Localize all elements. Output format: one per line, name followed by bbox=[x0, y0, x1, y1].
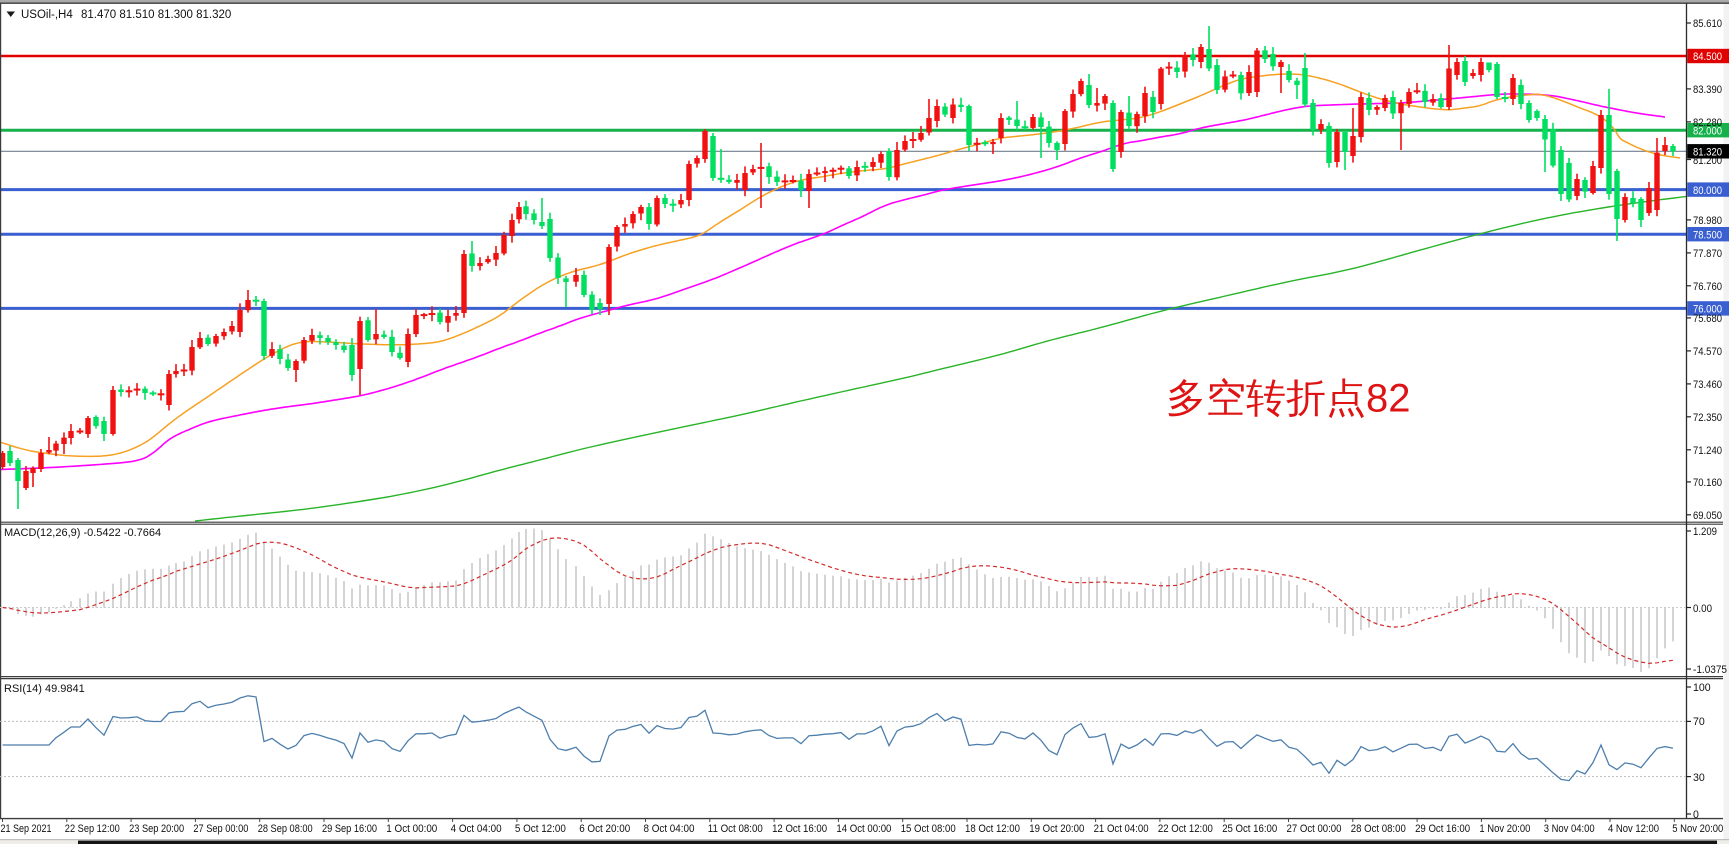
svg-text:80.000: 80.000 bbox=[1693, 185, 1722, 197]
svg-text:6 Oct 20:00: 6 Oct 20:00 bbox=[579, 823, 630, 835]
svg-text:69.050: 69.050 bbox=[1693, 510, 1722, 522]
svg-text:30: 30 bbox=[1693, 772, 1705, 784]
svg-text:12 Oct 16:00: 12 Oct 16:00 bbox=[772, 823, 827, 835]
svg-text:11 Oct 08:00: 11 Oct 08:00 bbox=[708, 823, 763, 835]
svg-text:27 Sep 00:00: 27 Sep 00:00 bbox=[193, 823, 248, 835]
svg-text:15 Oct 08:00: 15 Oct 08:00 bbox=[901, 823, 956, 835]
svg-text:18 Oct 12:00: 18 Oct 12:00 bbox=[965, 823, 1020, 835]
svg-text:73.460: 73.460 bbox=[1693, 379, 1722, 391]
svg-text:5 Nov 20:00: 5 Nov 20:00 bbox=[1672, 823, 1723, 835]
svg-text:0.00: 0.00 bbox=[1693, 603, 1712, 615]
svg-text:78.500: 78.500 bbox=[1693, 229, 1722, 241]
svg-text:5 Oct 12:00: 5 Oct 12:00 bbox=[515, 823, 566, 835]
svg-text:77.870: 77.870 bbox=[1693, 248, 1722, 260]
svg-text:71.240: 71.240 bbox=[1693, 445, 1722, 457]
svg-text:84.500: 84.500 bbox=[1693, 51, 1722, 63]
svg-text:85.610: 85.610 bbox=[1693, 18, 1722, 30]
svg-text:82.280: 82.280 bbox=[1693, 117, 1722, 129]
svg-text:70: 70 bbox=[1693, 716, 1705, 728]
svg-text:72.350: 72.350 bbox=[1693, 412, 1722, 424]
svg-text:8 Oct 04:00: 8 Oct 04:00 bbox=[644, 823, 695, 835]
svg-text:76.760: 76.760 bbox=[1693, 281, 1722, 293]
svg-text:1 Nov 20:00: 1 Nov 20:00 bbox=[1479, 823, 1530, 835]
svg-text:21 Sep 2021: 21 Sep 2021 bbox=[1, 823, 52, 835]
svg-text:RSI(14) 49.9841: RSI(14) 49.9841 bbox=[4, 683, 85, 695]
svg-text:14 Oct 00:00: 14 Oct 00:00 bbox=[836, 823, 891, 835]
svg-text:1 Oct 00:00: 1 Oct 00:00 bbox=[386, 823, 437, 835]
svg-text:70.160: 70.160 bbox=[1693, 477, 1722, 489]
svg-text:25 Oct 16:00: 25 Oct 16:00 bbox=[1222, 823, 1277, 835]
svg-text:82: 82 bbox=[1366, 377, 1411, 421]
svg-text:3 Nov 04:00: 3 Nov 04:00 bbox=[1544, 823, 1595, 835]
svg-text:81.320: 81.320 bbox=[1693, 147, 1722, 159]
svg-text:29 Sep 16:00: 29 Sep 16:00 bbox=[322, 823, 377, 835]
svg-text:100: 100 bbox=[1693, 682, 1711, 694]
svg-text:27 Oct 00:00: 27 Oct 00:00 bbox=[1287, 823, 1342, 835]
svg-text:MACD(12,26,9) -0.5422 -0.7664: MACD(12,26,9) -0.5422 -0.7664 bbox=[4, 527, 161, 539]
svg-text:29 Oct 16:00: 29 Oct 16:00 bbox=[1415, 823, 1470, 835]
svg-text:28 Sep 08:00: 28 Sep 08:00 bbox=[258, 823, 313, 835]
svg-text:19 Oct 20:00: 19 Oct 20:00 bbox=[1029, 823, 1084, 835]
svg-text:4 Nov 12:00: 4 Nov 12:00 bbox=[1608, 823, 1659, 835]
svg-text:75.680: 75.680 bbox=[1693, 313, 1722, 325]
svg-text:USOil-,H4: USOil-,H4 bbox=[21, 9, 73, 21]
svg-text:81.470 81.510 81.300 81.320: 81.470 81.510 81.300 81.320 bbox=[81, 9, 231, 21]
svg-text:-1.0375: -1.0375 bbox=[1693, 664, 1727, 676]
svg-text:78.980: 78.980 bbox=[1693, 215, 1722, 227]
svg-text:23 Sep 20:00: 23 Sep 20:00 bbox=[129, 823, 184, 835]
svg-text:74.570: 74.570 bbox=[1693, 346, 1722, 358]
svg-text:22 Oct 12:00: 22 Oct 12:00 bbox=[1158, 823, 1213, 835]
svg-text:22 Sep 12:00: 22 Sep 12:00 bbox=[65, 823, 120, 835]
svg-text:4 Oct 04:00: 4 Oct 04:00 bbox=[451, 823, 502, 835]
svg-text:1.209: 1.209 bbox=[1693, 526, 1717, 538]
svg-text:21 Oct 04:00: 21 Oct 04:00 bbox=[1094, 823, 1149, 835]
svg-text:28 Oct 08:00: 28 Oct 08:00 bbox=[1351, 823, 1406, 835]
svg-text:0: 0 bbox=[1693, 809, 1699, 821]
svg-text:83.390: 83.390 bbox=[1693, 84, 1722, 96]
